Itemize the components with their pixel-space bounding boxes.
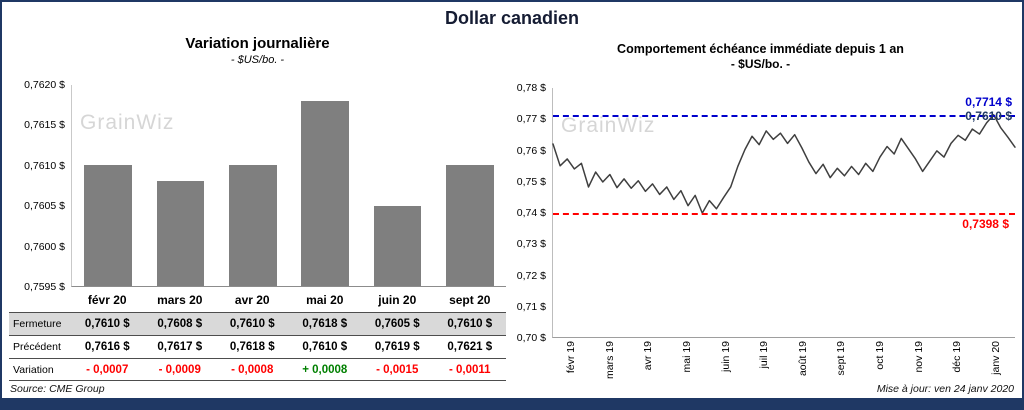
bar-slot — [144, 85, 216, 286]
line-x-tick: mai 19 — [681, 341, 694, 373]
bar-slot — [72, 85, 144, 286]
table-cell: 0,7621 $ — [447, 341, 493, 353]
one-year-panel: Comportement échéance immédiate depuis 1… — [506, 29, 1015, 395]
table-cell: 0,7616 $ — [84, 341, 130, 353]
bar-slot — [434, 85, 506, 286]
bar-y-tick: 0,7620 $ — [24, 79, 65, 91]
bar-chart: GrainWiz — [71, 85, 506, 287]
line-x-tick: avr 19 — [642, 341, 655, 371]
bar — [84, 165, 133, 286]
line-x-tick: nov 19 — [912, 341, 925, 373]
quotes-table: Fermeture 0,7610 $ 0,7608 $ 0,7610 $ 0,7618 … — [9, 312, 506, 381]
bar — [228, 165, 277, 286]
table-cell: - 0,0007 — [86, 363, 129, 376]
bar-chart-area: 0,7620 $ 0,7615 $ 0,7610 $ 0,7605 $ 0,7600 $… — [9, 79, 506, 293]
line-x-tick: juil 19 — [758, 341, 771, 369]
line-y-axis: 0,78 $ 0,77 $ 0,76 $ 0,75 $ 0,74 $ 0,73 $ 0,72… — [506, 82, 552, 344]
line-chart-area: 0,78 $ 0,77 $ 0,76 $ 0,75 $ 0,74 $ 0,73 $ 0,72… — [506, 82, 1015, 344]
line-x-tick: août 19 — [796, 341, 809, 377]
bar-categories: févr 20 mars 20 avr 20 mai 20 juin 20 sept 20 — [71, 287, 506, 312]
bar-y-tick: 0,7595 $ — [24, 281, 65, 293]
footer: Source: CME Group Mise à jour: ven 24 ja… — [10, 383, 1014, 395]
high-price-label: 0,7714 $ — [965, 94, 1012, 109]
line-x-tick: juin 19 — [719, 341, 732, 372]
line-y-tick: 0,75 $ — [516, 175, 546, 188]
table-cell: 0,7605 $ — [374, 318, 420, 330]
line-y-tick: 0,71 $ — [516, 300, 546, 313]
bar-slot — [361, 85, 433, 286]
line-y-tick: 0,73 $ — [516, 238, 546, 251]
table-cell: 0,7610 $ — [229, 318, 275, 330]
line-x-tick: janv 20 — [989, 341, 1002, 375]
bar-category-label: mai 20 — [306, 293, 344, 307]
table-row-label: Précédent — [13, 341, 61, 353]
table-cell: - 0,0015 — [376, 363, 419, 376]
table-cell: 0,7610 $ — [84, 318, 130, 330]
line-x-tick: déc 19 — [951, 341, 964, 373]
table-row: Fermeture 0,7610 $ 0,7608 $ 0,7610 $ 0,7618 … — [9, 312, 506, 335]
line-y-tick: 0,78 $ — [516, 82, 546, 94]
table-cell: - 0,0011 — [448, 363, 491, 376]
line-y-tick: 0,72 $ — [516, 269, 546, 282]
line-x-tick: oct 19 — [873, 341, 886, 370]
table-row-label: Fermeture — [13, 318, 62, 330]
price-line-svg — [553, 88, 1015, 337]
table-cell: 0,7617 $ — [157, 341, 203, 353]
table-row: Précédent 0,7616 $ 0,7617 $ 0,7618 $ 0,7610 … — [9, 335, 506, 358]
table-cell: 0,7608 $ — [157, 318, 203, 330]
line-y-tick: 0,76 $ — [516, 144, 546, 157]
price-line — [553, 115, 1015, 213]
line-y-tick: 0,74 $ — [516, 207, 546, 219]
line-y-tick: 0,77 $ — [516, 113, 546, 126]
line-x-tick: févr 19 — [565, 341, 578, 374]
left-chart-title: Variation journalière — [185, 35, 330, 52]
updated-note: Mise à jour: ven 24 janv 2020 — [876, 383, 1014, 395]
bar — [156, 181, 205, 286]
table-cell: 0,7610 $ — [302, 341, 348, 353]
source-note: Source: CME Group — [10, 383, 105, 395]
table-cell: - 0,0009 — [158, 363, 201, 376]
bar-category-label: sept 20 — [449, 293, 491, 307]
right-chart-subtitle: - $US/bo. - — [730, 57, 791, 71]
bar — [301, 101, 350, 286]
bar-category-label: juin 20 — [378, 293, 417, 307]
charts-row: Variation journalière - $US/bo. - 0,7620… — [2, 29, 1022, 395]
bar-category-label: févr 20 — [87, 293, 127, 307]
bar-y-tick: 0,7610 $ — [24, 159, 65, 172]
table-cell: 0,7619 $ — [374, 341, 420, 353]
table-cell: 0,7618 $ — [302, 318, 348, 330]
bar — [445, 165, 494, 286]
bar — [373, 205, 422, 286]
low-dashed-line — [553, 213, 1015, 216]
line-x-tick: sept 19 — [835, 341, 848, 376]
high-dashed-line — [553, 114, 1015, 117]
table-row: Variation - 0,0007 - 0,0009 - 0,0008 + 0,000… — [9, 358, 506, 381]
line-x-tick: mars 19 — [603, 341, 616, 379]
bar-slot — [289, 85, 361, 286]
bar-y-tick: 0,7600 $ — [24, 240, 65, 253]
last-price-label: 0,7610 $ — [965, 108, 1012, 123]
bar-y-axis: 0,7620 $ 0,7615 $ 0,7610 $ 0,7605 $ 0,7600 $… — [9, 79, 71, 293]
bar-category-label: avr 20 — [234, 293, 270, 307]
bar-y-tick: 0,7605 $ — [24, 200, 65, 213]
table-cell: 0,7610 $ — [447, 318, 493, 330]
bar-category-label: mars 20 — [157, 293, 203, 307]
low-price-label: 0,7398 $ — [962, 217, 1009, 232]
table-row-label: Variation — [13, 363, 54, 376]
left-chart-subtitle: - $US/bo. - — [230, 54, 285, 66]
table-cell: - 0,0008 — [231, 363, 274, 376]
line-y-tick: 0,70 $ — [516, 332, 546, 344]
daily-variation-panel: Variation journalière - $US/bo. - 0,7620… — [9, 29, 506, 395]
bottom-accent-bar — [2, 398, 1022, 408]
page-title: Dollar canadien — [444, 8, 580, 28]
right-chart-title: Comportement échéance immédiate depuis 1… — [617, 42, 904, 56]
table-cell: 0,7618 $ — [229, 341, 275, 353]
bar-slot — [217, 85, 289, 286]
line-chart: GrainWiz 0,7714 $ 0,7610 $ 0,7398 $ — [552, 88, 1015, 338]
bar-y-tick: 0,7615 $ — [24, 119, 65, 132]
table-cell: + 0,0008 — [302, 363, 348, 376]
